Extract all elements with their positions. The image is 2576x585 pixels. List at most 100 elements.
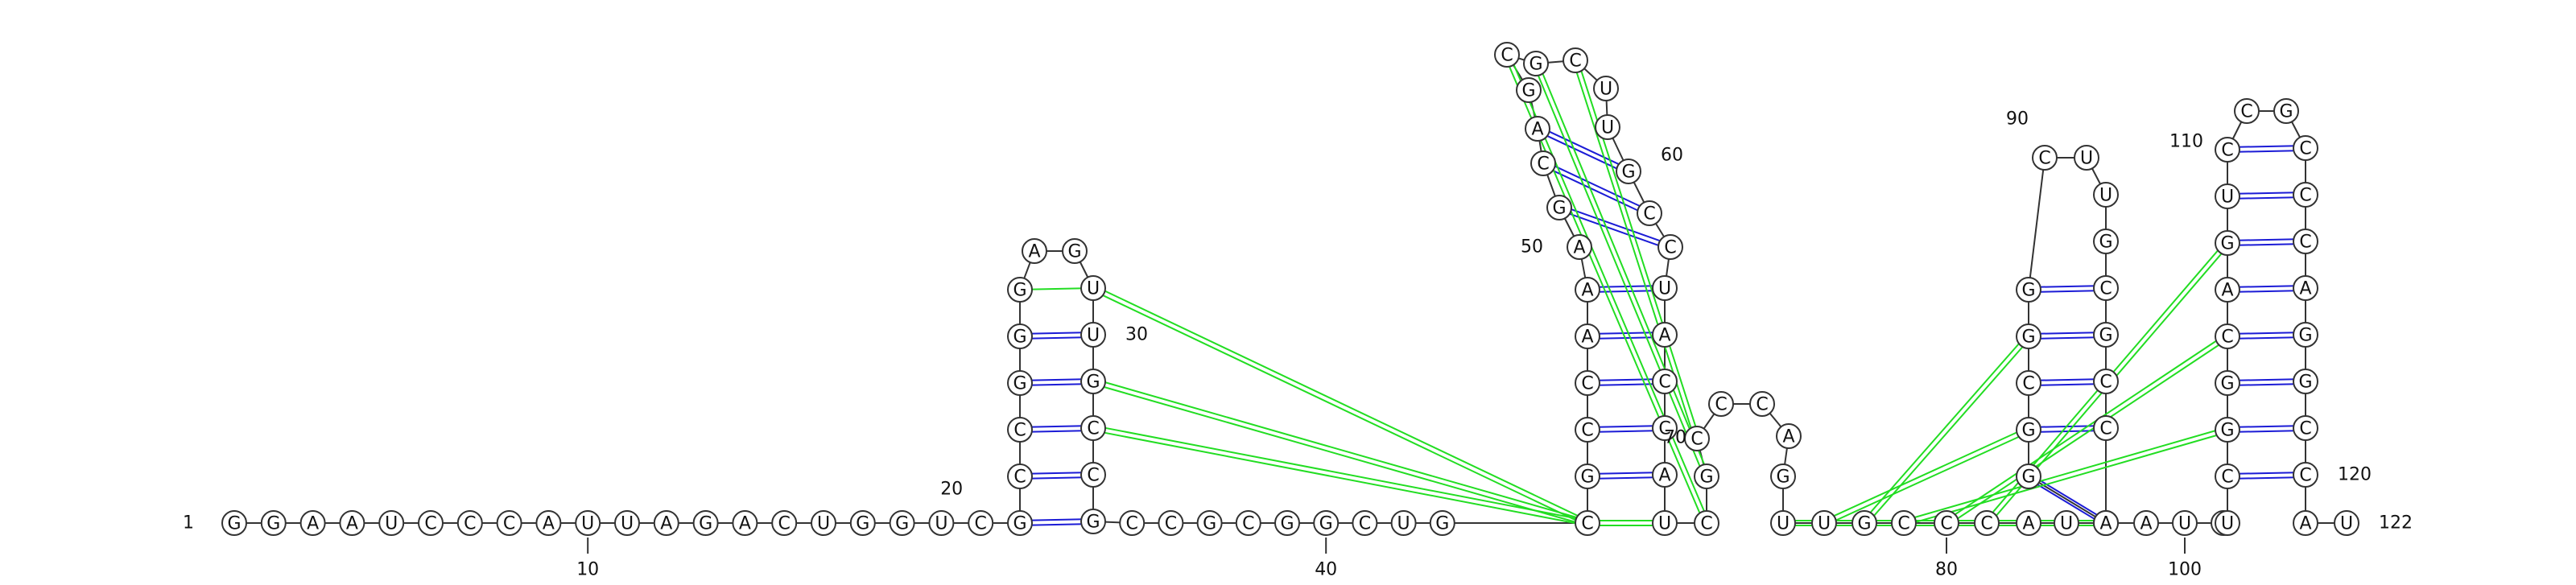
svg-text:U: U xyxy=(817,514,830,534)
svg-text:G: G xyxy=(699,514,712,534)
base-pair-line xyxy=(1092,382,1587,526)
nucleotide-17: G xyxy=(849,510,876,536)
svg-text:U: U xyxy=(1087,279,1100,299)
nucleotide-66: C xyxy=(1652,415,1678,441)
svg-text:U: U xyxy=(1601,118,1614,138)
svg-text:G: G xyxy=(2279,102,2293,122)
svg-text:G: G xyxy=(1776,468,1790,488)
nucleotide-21: G xyxy=(1007,510,1033,536)
svg-text:U: U xyxy=(621,514,634,534)
svg-text:C: C xyxy=(2221,141,2233,161)
svg-text:C: C xyxy=(778,514,791,534)
svg-text:G: G xyxy=(1435,514,1449,534)
nucleotide-5: U xyxy=(378,510,405,536)
nucleotide-49: A xyxy=(1575,277,1600,303)
base-pair-line xyxy=(2029,336,2107,340)
svg-text:U: U xyxy=(1818,514,1831,534)
svg-text:G: G xyxy=(2021,468,2035,488)
nucleotide-38: C xyxy=(1235,510,1261,536)
base-pair-line xyxy=(1093,378,1589,522)
base-pair-line xyxy=(1587,476,1666,480)
base-pair-line xyxy=(1538,126,1630,171)
position-label: 40 xyxy=(1315,560,1337,580)
nucleotide-115: C xyxy=(2293,229,2318,254)
position-label: 90 xyxy=(2006,109,2029,130)
nucleotide-1: G xyxy=(221,510,247,536)
nucleotide-114: C xyxy=(2293,182,2318,208)
nucleotide-86: G xyxy=(2016,417,2041,443)
nucleotide-90: C xyxy=(2032,145,2058,171)
nucleotide-113: C xyxy=(2293,135,2318,161)
svg-text:A: A xyxy=(1581,281,1593,301)
svg-text:C: C xyxy=(1658,419,1670,439)
svg-text:A: A xyxy=(1581,328,1593,348)
svg-text:A: A xyxy=(2022,514,2034,534)
nucleotide-119: C xyxy=(2293,415,2318,441)
svg-text:C: C xyxy=(1087,466,1099,486)
svg-text:C: C xyxy=(975,514,987,534)
nucleotide-95: G xyxy=(2093,322,2119,348)
svg-text:U: U xyxy=(2340,514,2353,534)
base-pair-line xyxy=(2227,336,2306,340)
nucleotide-12: A xyxy=(653,510,679,536)
nucleotide-91: U xyxy=(2074,145,2099,171)
nucleotide-52: C xyxy=(1530,150,1556,176)
base-pair-line xyxy=(2029,429,2107,433)
svg-text:C: C xyxy=(2038,149,2050,169)
svg-text:C: C xyxy=(1700,514,1712,534)
nucleotide-62: C xyxy=(1657,234,1683,260)
nucleotide-37: G xyxy=(1196,510,1223,536)
svg-text:G: G xyxy=(1857,514,1871,534)
svg-text:G: G xyxy=(1013,514,1026,534)
nucleotide-32: C xyxy=(1080,415,1106,441)
svg-text:A: A xyxy=(2099,514,2112,534)
svg-text:G: G xyxy=(1580,468,1594,488)
svg-text:C: C xyxy=(1359,514,1371,534)
svg-text:A: A xyxy=(2221,281,2233,301)
base-pair-line xyxy=(2227,196,2306,200)
svg-text:C: C xyxy=(424,514,436,534)
nucleotide-93: G xyxy=(2093,229,2119,254)
base-pair-line xyxy=(1543,160,1651,212)
base-pair-line xyxy=(1824,431,2030,526)
svg-text:A: A xyxy=(660,514,672,534)
svg-text:U: U xyxy=(935,514,947,534)
svg-text:G: G xyxy=(2220,421,2234,441)
base-pair-line xyxy=(2028,332,2106,336)
nucleotide-89: G xyxy=(2016,277,2041,303)
svg-text:C: C xyxy=(1165,514,1177,534)
base-pair-line xyxy=(2028,378,2106,382)
position-label: 120 xyxy=(2338,465,2372,485)
position-label: 100 xyxy=(2168,560,2202,580)
base-pair-line xyxy=(1865,337,2032,525)
svg-text:U: U xyxy=(2178,514,2191,534)
nucleotide-58: U xyxy=(1593,76,1619,101)
nucleotide-54: G xyxy=(1516,77,1542,103)
base-pair-line xyxy=(2029,289,2107,293)
nucleotide-122: U xyxy=(2334,510,2359,536)
svg-text:G: G xyxy=(266,514,280,534)
svg-text:G: G xyxy=(2298,326,2312,346)
svg-text:C: C xyxy=(2299,139,2311,159)
position-label: 1 xyxy=(183,513,194,534)
base-pair-line xyxy=(1092,289,1587,526)
nucleotide-67: A xyxy=(1652,462,1678,488)
nucleotide-53: A xyxy=(1525,116,1550,142)
base-pair-line xyxy=(2227,476,2306,480)
svg-text:G: G xyxy=(856,514,869,534)
svg-text:C: C xyxy=(1581,421,1593,441)
nucleotide-61: C xyxy=(1637,200,1662,226)
base-pair-line xyxy=(2227,472,2306,476)
svg-text:G: G xyxy=(2099,233,2112,253)
nucleotide-42: U xyxy=(1390,510,1417,536)
nucleotide-69: C xyxy=(1694,510,1719,536)
svg-text:U: U xyxy=(1658,514,1671,534)
nucleotide-36: C xyxy=(1158,510,1184,536)
svg-text:C: C xyxy=(1013,468,1026,488)
base-pair-line xyxy=(2227,289,2306,293)
nucleotide-111: C xyxy=(2234,98,2260,124)
nucleotide-88: G xyxy=(2016,323,2041,349)
nucleotide-39: G xyxy=(1274,510,1300,536)
